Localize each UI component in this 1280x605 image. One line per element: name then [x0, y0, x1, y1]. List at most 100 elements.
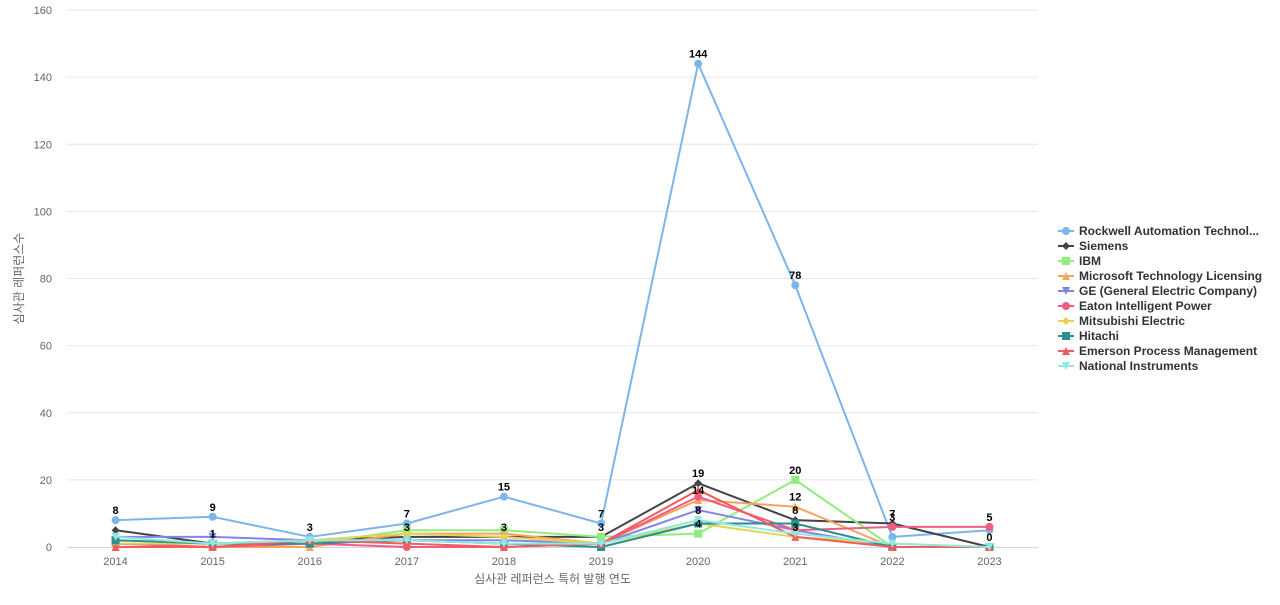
data-label: 12: [789, 492, 801, 504]
legend-item[interactable]: Microsoft Technology Licensing: [1058, 269, 1262, 283]
legend-item[interactable]: GE (General Electric Company): [1058, 284, 1257, 298]
legend-label: Hitachi: [1079, 329, 1119, 343]
data-point: [694, 529, 703, 538]
data-point: [208, 539, 217, 548]
data-label: 15: [498, 482, 510, 494]
legend-marker: [1062, 347, 1070, 355]
x-axis-ticks: 2014 2015 2016 2017 2018 2019 2020 2021 2022 2023: [103, 556, 1001, 568]
y-tick-label: 100: [34, 206, 52, 218]
data-point: [791, 502, 800, 511]
legend-marker: [1062, 332, 1070, 340]
data-point: [597, 539, 606, 548]
y-tick-label: 0: [46, 542, 52, 554]
data-point: [597, 532, 606, 541]
data-label: 78: [789, 270, 801, 282]
data-label: 144: [689, 49, 708, 61]
legend-marker: [1062, 362, 1070, 370]
y-axis-ticks: 0 20 40 60 80 100 120 140 160: [34, 5, 52, 554]
legend-label: National Instruments: [1079, 359, 1199, 373]
data-label: 7: [889, 509, 895, 521]
legend-label: Mitsubishi Electric: [1079, 314, 1185, 328]
data-label: 9: [210, 502, 216, 514]
data-point: [111, 532, 120, 541]
data-point: [402, 519, 411, 528]
legend: Rockwell Automation Technol...SiemensIBM…: [1058, 224, 1262, 373]
y-tick-label: 120: [34, 139, 52, 151]
legend-item[interactable]: Hitachi: [1058, 329, 1119, 343]
x-tick-label: 2019: [589, 556, 613, 568]
series-lines: [111, 59, 994, 551]
legend-marker: [1062, 302, 1070, 310]
data-point: [791, 519, 800, 528]
data-point: [499, 532, 508, 541]
legend-marker: [1062, 317, 1070, 325]
x-tick-label: 2014: [103, 556, 127, 568]
data-label: 3: [889, 512, 895, 524]
x-tick-label: 2022: [880, 556, 904, 568]
y-tick-label: 60: [40, 341, 52, 353]
legend-marker: [1062, 257, 1070, 265]
x-tick-label: 2015: [200, 556, 224, 568]
data-point: [985, 522, 994, 531]
x-tick-label: 2018: [492, 556, 516, 568]
data-point: [499, 492, 508, 501]
data-point: [694, 485, 703, 494]
legend-marker: [1062, 227, 1070, 235]
data-point: [694, 59, 703, 68]
data-label: 3: [792, 522, 798, 534]
data-point: [791, 281, 800, 290]
data-point: [208, 512, 217, 521]
data-label: 0: [986, 532, 992, 544]
data-point: [791, 529, 800, 538]
x-axis-title: 심사관 레퍼런스 특허 발행 연도: [474, 571, 631, 586]
data-point: [208, 532, 217, 541]
data-label: 8: [112, 505, 118, 517]
data-point: [694, 506, 703, 515]
legend-label: GE (General Electric Company): [1079, 284, 1257, 298]
data-point: [694, 516, 703, 525]
legend-item[interactable]: Eaton Intelligent Power: [1058, 299, 1212, 313]
data-point: [499, 539, 508, 548]
data-point: [111, 543, 120, 551]
y-axis-title: 심사관 레퍼런스수: [12, 233, 26, 325]
y-tick-label: 160: [34, 5, 52, 17]
series-group: [111, 59, 994, 541]
legend-label: Microsoft Technology Licensing: [1079, 269, 1262, 283]
data-point: [985, 543, 994, 551]
data-label: 3: [501, 522, 507, 534]
legend-item[interactable]: Mitsubishi Electric: [1058, 314, 1185, 328]
y-tick-label: 80: [40, 274, 52, 286]
data-point: [694, 492, 703, 501]
data-label: 7: [598, 509, 604, 521]
x-tick-label: 2020: [686, 556, 710, 568]
data-point: [305, 536, 314, 545]
legend-item[interactable]: National Instruments: [1058, 359, 1199, 373]
legend-item[interactable]: Rockwell Automation Technol...: [1058, 224, 1259, 238]
y-tick-label: 40: [40, 408, 52, 420]
legend-label: Rockwell Automation Technol...: [1079, 224, 1259, 238]
x-tick-label: 2016: [298, 556, 322, 568]
legend-marker: [1062, 272, 1070, 280]
series-line: [115, 488, 990, 548]
legend-item[interactable]: Siemens: [1058, 239, 1129, 253]
legend-item[interactable]: Emerson Process Management: [1058, 344, 1257, 358]
data-label: 3: [404, 522, 410, 534]
data-point: [597, 519, 606, 528]
x-tick-label: 2023: [977, 556, 1001, 568]
legend-item[interactable]: IBM: [1058, 254, 1101, 268]
data-point: [888, 539, 897, 548]
series-line: [115, 499, 990, 548]
legend-label: Siemens: [1079, 239, 1129, 253]
data-point: [791, 475, 800, 484]
data-label: 19: [692, 468, 704, 480]
y-tick-label: 20: [40, 475, 52, 487]
data-point: [111, 516, 120, 525]
data-label: 3: [307, 522, 313, 534]
data-point: [402, 536, 411, 545]
data-label: 7: [404, 509, 410, 521]
x-tick-label: 2017: [395, 556, 419, 568]
data-label: 14: [692, 485, 705, 497]
